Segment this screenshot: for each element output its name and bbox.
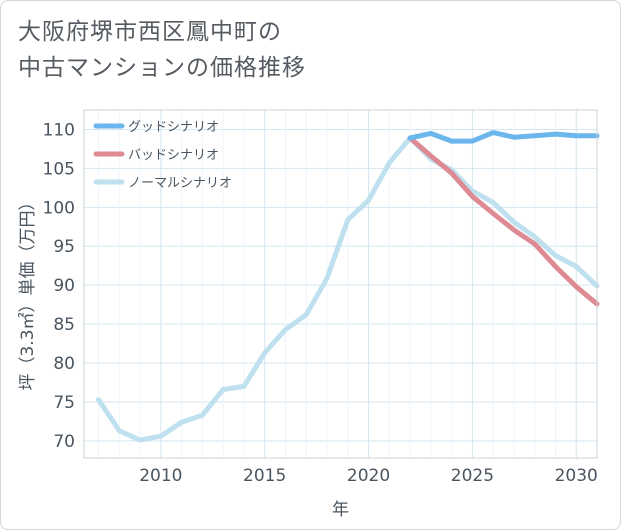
- x-tick-label: 2010: [139, 466, 182, 486]
- y-tick-label: 100: [43, 198, 75, 218]
- y-tick-label: 85: [53, 315, 75, 335]
- series-line-0: [407, 130, 600, 144]
- y-axis-label: 坪（3.3㎡）単価（万円）: [18, 193, 38, 390]
- y-tick-label: 90: [53, 276, 75, 296]
- x-axis-label: 年: [332, 500, 349, 520]
- x-tick-label: 2025: [451, 466, 494, 486]
- series-line-1: [407, 135, 600, 307]
- y-tick-label: 80: [53, 354, 75, 374]
- y-tick-label: 95: [53, 237, 75, 257]
- legend-label: ノーマルシナリオ: [128, 176, 232, 191]
- series-line-2: [96, 135, 600, 443]
- x-tick-label: 2015: [243, 466, 286, 486]
- y-tick-label: 75: [53, 393, 75, 413]
- y-tick-label: 110: [43, 120, 75, 140]
- plot-border: [83, 109, 598, 459]
- x-tick-label: 2020: [347, 466, 390, 486]
- page-title: 大阪府堺市西区鳳中町の 中古マンションの価格推移: [18, 14, 438, 86]
- x-tick-label: 2030: [555, 466, 598, 486]
- page-title-line-1: 大阪府堺市西区鳳中町の: [18, 19, 282, 45]
- y-tick-label: 70: [53, 432, 75, 452]
- legend-label: バッドシナリオ: [128, 148, 219, 163]
- legend-label: グッドシナリオ: [128, 120, 219, 135]
- y-tick-label: 105: [43, 159, 75, 179]
- page-title-line-2: 中古マンションの価格推移: [18, 55, 306, 81]
